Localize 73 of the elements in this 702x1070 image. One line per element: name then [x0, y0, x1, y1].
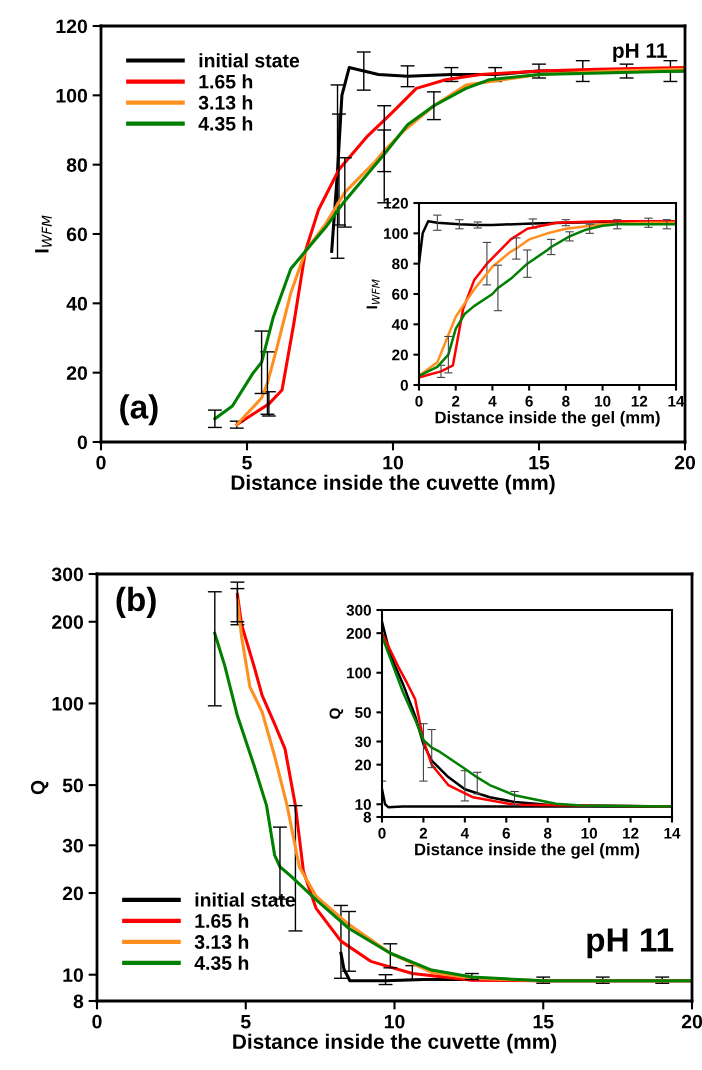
y-tick-label: 0: [77, 435, 88, 450]
y-tick-label: 100: [52, 696, 84, 711]
x-tick-label: 8: [562, 395, 570, 407]
y-tick-label: 80: [66, 158, 88, 172]
y-tick-label: 0: [400, 379, 408, 391]
x-tick-label: 0: [415, 395, 423, 407]
x-tick-label: 5: [240, 1014, 251, 1029]
y-tick-label: 30: [354, 736, 371, 748]
y-tick-label: 100: [347, 667, 371, 679]
x-axis-title: Distance inside the cuvette (mm): [233, 1033, 557, 1054]
x-tick-label: 4: [488, 395, 497, 407]
x-tick-label: 4: [460, 827, 470, 839]
annotation: (b): [116, 586, 156, 618]
x-tick-label: 2: [452, 395, 460, 407]
x-tick-label: 15: [529, 455, 550, 470]
y-tick-label: 120: [56, 19, 88, 34]
legend-label: 1.65 h: [199, 74, 253, 89]
y-tick-label: 8: [73, 994, 84, 1009]
y-tick-label: 20: [392, 349, 408, 361]
y-tick-label: 10: [63, 968, 84, 982]
y-tick-label: 100: [384, 228, 408, 240]
y-tick-label: 50: [62, 778, 84, 793]
x-tick-label: 15: [533, 1014, 554, 1029]
x-tick-label: 12: [631, 395, 648, 407]
y-axis-title: I$_{WFM}$: [35, 215, 52, 253]
x-tick-label: 2: [419, 827, 428, 839]
annotation: (a): [120, 394, 158, 426]
y-tick-label: 60: [66, 227, 88, 242]
x-tick-label: 12: [623, 827, 639, 839]
legend-label: 1.65 h: [195, 913, 249, 928]
x-tick-label: 14: [664, 827, 681, 839]
legend-label: initial state: [195, 892, 296, 907]
y-axis-title: I$_{WFM}$: [366, 279, 380, 309]
y-tick-label: 40: [391, 319, 408, 331]
y-tick-label: 30: [62, 838, 84, 853]
y-tick-label: 8: [363, 811, 372, 823]
y-tick-label: 50: [355, 707, 371, 719]
x-tick-label: 0: [96, 455, 106, 470]
y-tick-label: 200: [52, 615, 84, 630]
x-axis-title: Distance inside the gel (mm): [435, 411, 660, 427]
legend-label: 4.35 h: [198, 116, 253, 131]
x-axis-title: Distance inside the cuvette (mm): [231, 474, 555, 495]
y-tick-label: 200: [346, 628, 371, 639]
x-tick-label: 20: [681, 1014, 702, 1029]
y-tick-label: 120: [384, 197, 408, 209]
y-tick-label: 300: [51, 567, 84, 582]
y-tick-label: 40: [66, 296, 88, 311]
legend-label: initial state: [199, 53, 300, 68]
y-tick-label: 60: [392, 288, 408, 300]
y-tick-label: 20: [62, 886, 84, 901]
annotation: pH 11: [587, 928, 674, 959]
x-tick-label: 6: [502, 827, 510, 839]
x-tick-label: 10: [595, 395, 611, 407]
y-tick-label: 300: [346, 604, 371, 616]
y-tick-label: 10: [355, 799, 371, 810]
legend-label: 4.35 h: [194, 955, 249, 970]
y-tick-label: 20: [66, 366, 88, 380]
y-tick-label: 20: [355, 759, 371, 771]
y-axis-title: Q: [329, 708, 344, 719]
x-tick-label: 6: [525, 395, 533, 407]
legend-label: 3.13 h: [194, 934, 249, 949]
x-tick-label: 20: [674, 455, 696, 470]
x-tick-label: 10: [581, 827, 598, 839]
annotation: pH 11: [613, 43, 667, 63]
y-axis-title: Q: [30, 780, 49, 795]
legend-label: 3.13 h: [198, 95, 253, 110]
x-tick-label: 8: [543, 827, 552, 839]
x-tick-label: 5: [242, 455, 252, 470]
y-tick-label: 80: [392, 258, 408, 270]
x-tick-label: 14: [668, 395, 685, 407]
x-tick-label: 0: [92, 1014, 102, 1029]
y-tick-label: 100: [56, 88, 88, 103]
x-axis-title: Distance inside the gel (mm): [415, 843, 640, 859]
